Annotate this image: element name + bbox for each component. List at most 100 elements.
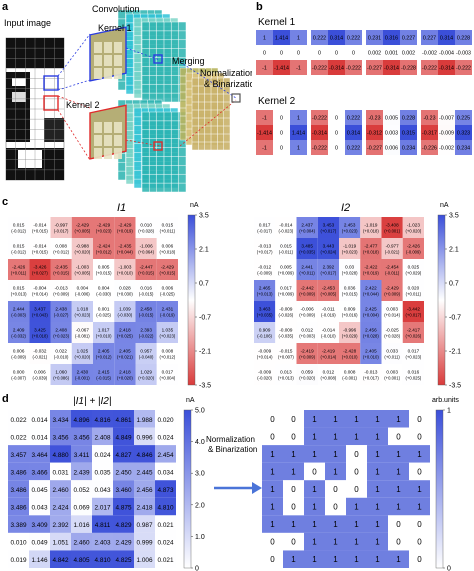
cell-value: -2.477 — [364, 244, 377, 249]
cell-value: 4.849 — [116, 434, 132, 441]
heatmap-cell — [8, 480, 29, 498]
cell-value: -0.988 — [76, 244, 89, 249]
cell-value: 3.389 — [11, 522, 27, 529]
heatmap-cell — [71, 497, 92, 516]
heatmap-cell — [113, 515, 134, 533]
cell-value: -2.419 — [322, 349, 335, 354]
cell-value: 0.015 — [162, 223, 174, 228]
cell-value: 1 — [396, 415, 401, 424]
heatmap-cell — [29, 515, 50, 533]
matrix-cell — [366, 110, 383, 125]
cell-value: 0.059 — [301, 370, 313, 375]
cell-value: 3.443 — [323, 244, 335, 249]
heatmap-cell — [317, 322, 339, 343]
cell-error: (+0.011) — [160, 229, 176, 234]
matrix-value: -0.222 — [312, 116, 327, 122]
matrix-value: -0.222 — [312, 146, 327, 152]
heatmap-cell — [409, 550, 430, 568]
heatmap-cell — [71, 364, 93, 385]
matrix-cell — [400, 45, 417, 60]
cell-value: 2.408 — [55, 328, 67, 333]
normalization-arrow — [214, 482, 262, 494]
colorbar-label: 2.0 — [195, 502, 205, 509]
heatmap-cell — [283, 462, 304, 481]
cell-value: 3.434 — [53, 417, 69, 424]
heatmap-cell — [283, 532, 304, 551]
cell-value: 0.021 — [158, 522, 174, 529]
kernel-cell — [104, 68, 112, 79]
cell-error: (+0.001) — [384, 229, 400, 234]
heatmap-cell — [367, 497, 388, 516]
cell-value: -3.442 — [407, 307, 420, 312]
cell-value: 2.439 — [74, 469, 90, 476]
heatmap-cell — [92, 410, 113, 428]
cell-value: 4.805 — [74, 557, 90, 564]
heatmap-cell — [8, 217, 30, 238]
cell-value: 2.441 — [301, 265, 313, 270]
cell-value: 0.015 — [280, 244, 292, 249]
heatmap-cell — [388, 445, 409, 463]
heatmap-cell — [283, 427, 304, 446]
heatmap-cell — [92, 515, 113, 533]
heatmap-cell — [156, 217, 178, 238]
heatmap-cell — [71, 280, 93, 301]
heatmap-cell — [71, 532, 92, 551]
cell-error: (+0.009) — [278, 292, 294, 297]
cell-value: 1 — [375, 450, 380, 459]
matrix-cell — [256, 30, 273, 45]
heatmap-cell — [388, 480, 409, 498]
cell-value: 2.458 — [140, 307, 152, 312]
cell-error: (+0.015) — [53, 271, 69, 276]
heatmap-cell — [409, 515, 430, 533]
heatmap-cell — [388, 532, 409, 551]
heatmap-cell — [134, 410, 155, 428]
cell-error: (-0.030) — [118, 313, 133, 318]
heatmap-cell — [29, 550, 50, 568]
cell-value: -2.435 — [118, 244, 131, 249]
heatmap-cell — [346, 480, 367, 498]
cell-value: 2.392 — [53, 522, 69, 529]
matrix-cell — [290, 60, 307, 75]
cell-value: 2.393 — [140, 328, 152, 333]
cell-value: -2.422 — [364, 265, 377, 270]
cell-value: 0.006 — [34, 370, 46, 375]
cell-value: 0.008 — [344, 370, 356, 375]
cell-value: 2.405 — [119, 349, 131, 354]
cell-error: (+0.010) — [96, 334, 112, 339]
cell-value: 1 — [291, 467, 296, 476]
heatmap-cell — [29, 217, 51, 238]
heatmap-cell — [50, 364, 72, 385]
heatmap-cell — [262, 462, 283, 481]
cell-error: (+0.030) — [117, 292, 133, 297]
heatmap-cell — [93, 322, 115, 343]
cell-value: 0.036 — [344, 286, 356, 291]
cell-value: 4.875 — [116, 505, 132, 512]
heatmap-cell — [93, 238, 115, 259]
heatmap-cell — [275, 217, 297, 238]
cell-value: -2.435 — [55, 265, 68, 270]
heatmap-cell — [254, 259, 276, 280]
cell-error: (+0.018) — [363, 250, 379, 255]
matrix-cell — [328, 45, 345, 60]
colorbar-label: 2.1 — [199, 247, 209, 254]
heatmap-cell — [325, 427, 346, 446]
cell-value: -1.006 — [140, 244, 153, 249]
matrix-value: -0.004 — [439, 51, 454, 57]
matrix-cell — [421, 60, 438, 75]
cell-value: -0.977 — [386, 244, 399, 249]
heatmap-cell — [346, 515, 367, 533]
matrix-cell — [290, 30, 307, 45]
panel-d-label: d — [2, 393, 9, 405]
heatmap-cell — [360, 364, 382, 385]
kernel-matrix: -0.23 0.005 0.228 -0.312 0.003 0.315 -0.227 0.0… — [366, 110, 417, 155]
matrix-cell — [400, 140, 417, 155]
cell-value: 0 — [291, 432, 296, 441]
cell-value: 0.008 — [162, 349, 174, 354]
cell-value: 1.146 — [32, 557, 48, 564]
cell-error: (+0.014) — [257, 355, 273, 360]
matrix-value: 0 — [318, 51, 321, 57]
heatmap-cell — [156, 364, 178, 385]
cell-error: (-0.030) — [96, 292, 111, 297]
cell-value: 0 — [396, 520, 401, 529]
kernel-cell — [104, 135, 112, 146]
